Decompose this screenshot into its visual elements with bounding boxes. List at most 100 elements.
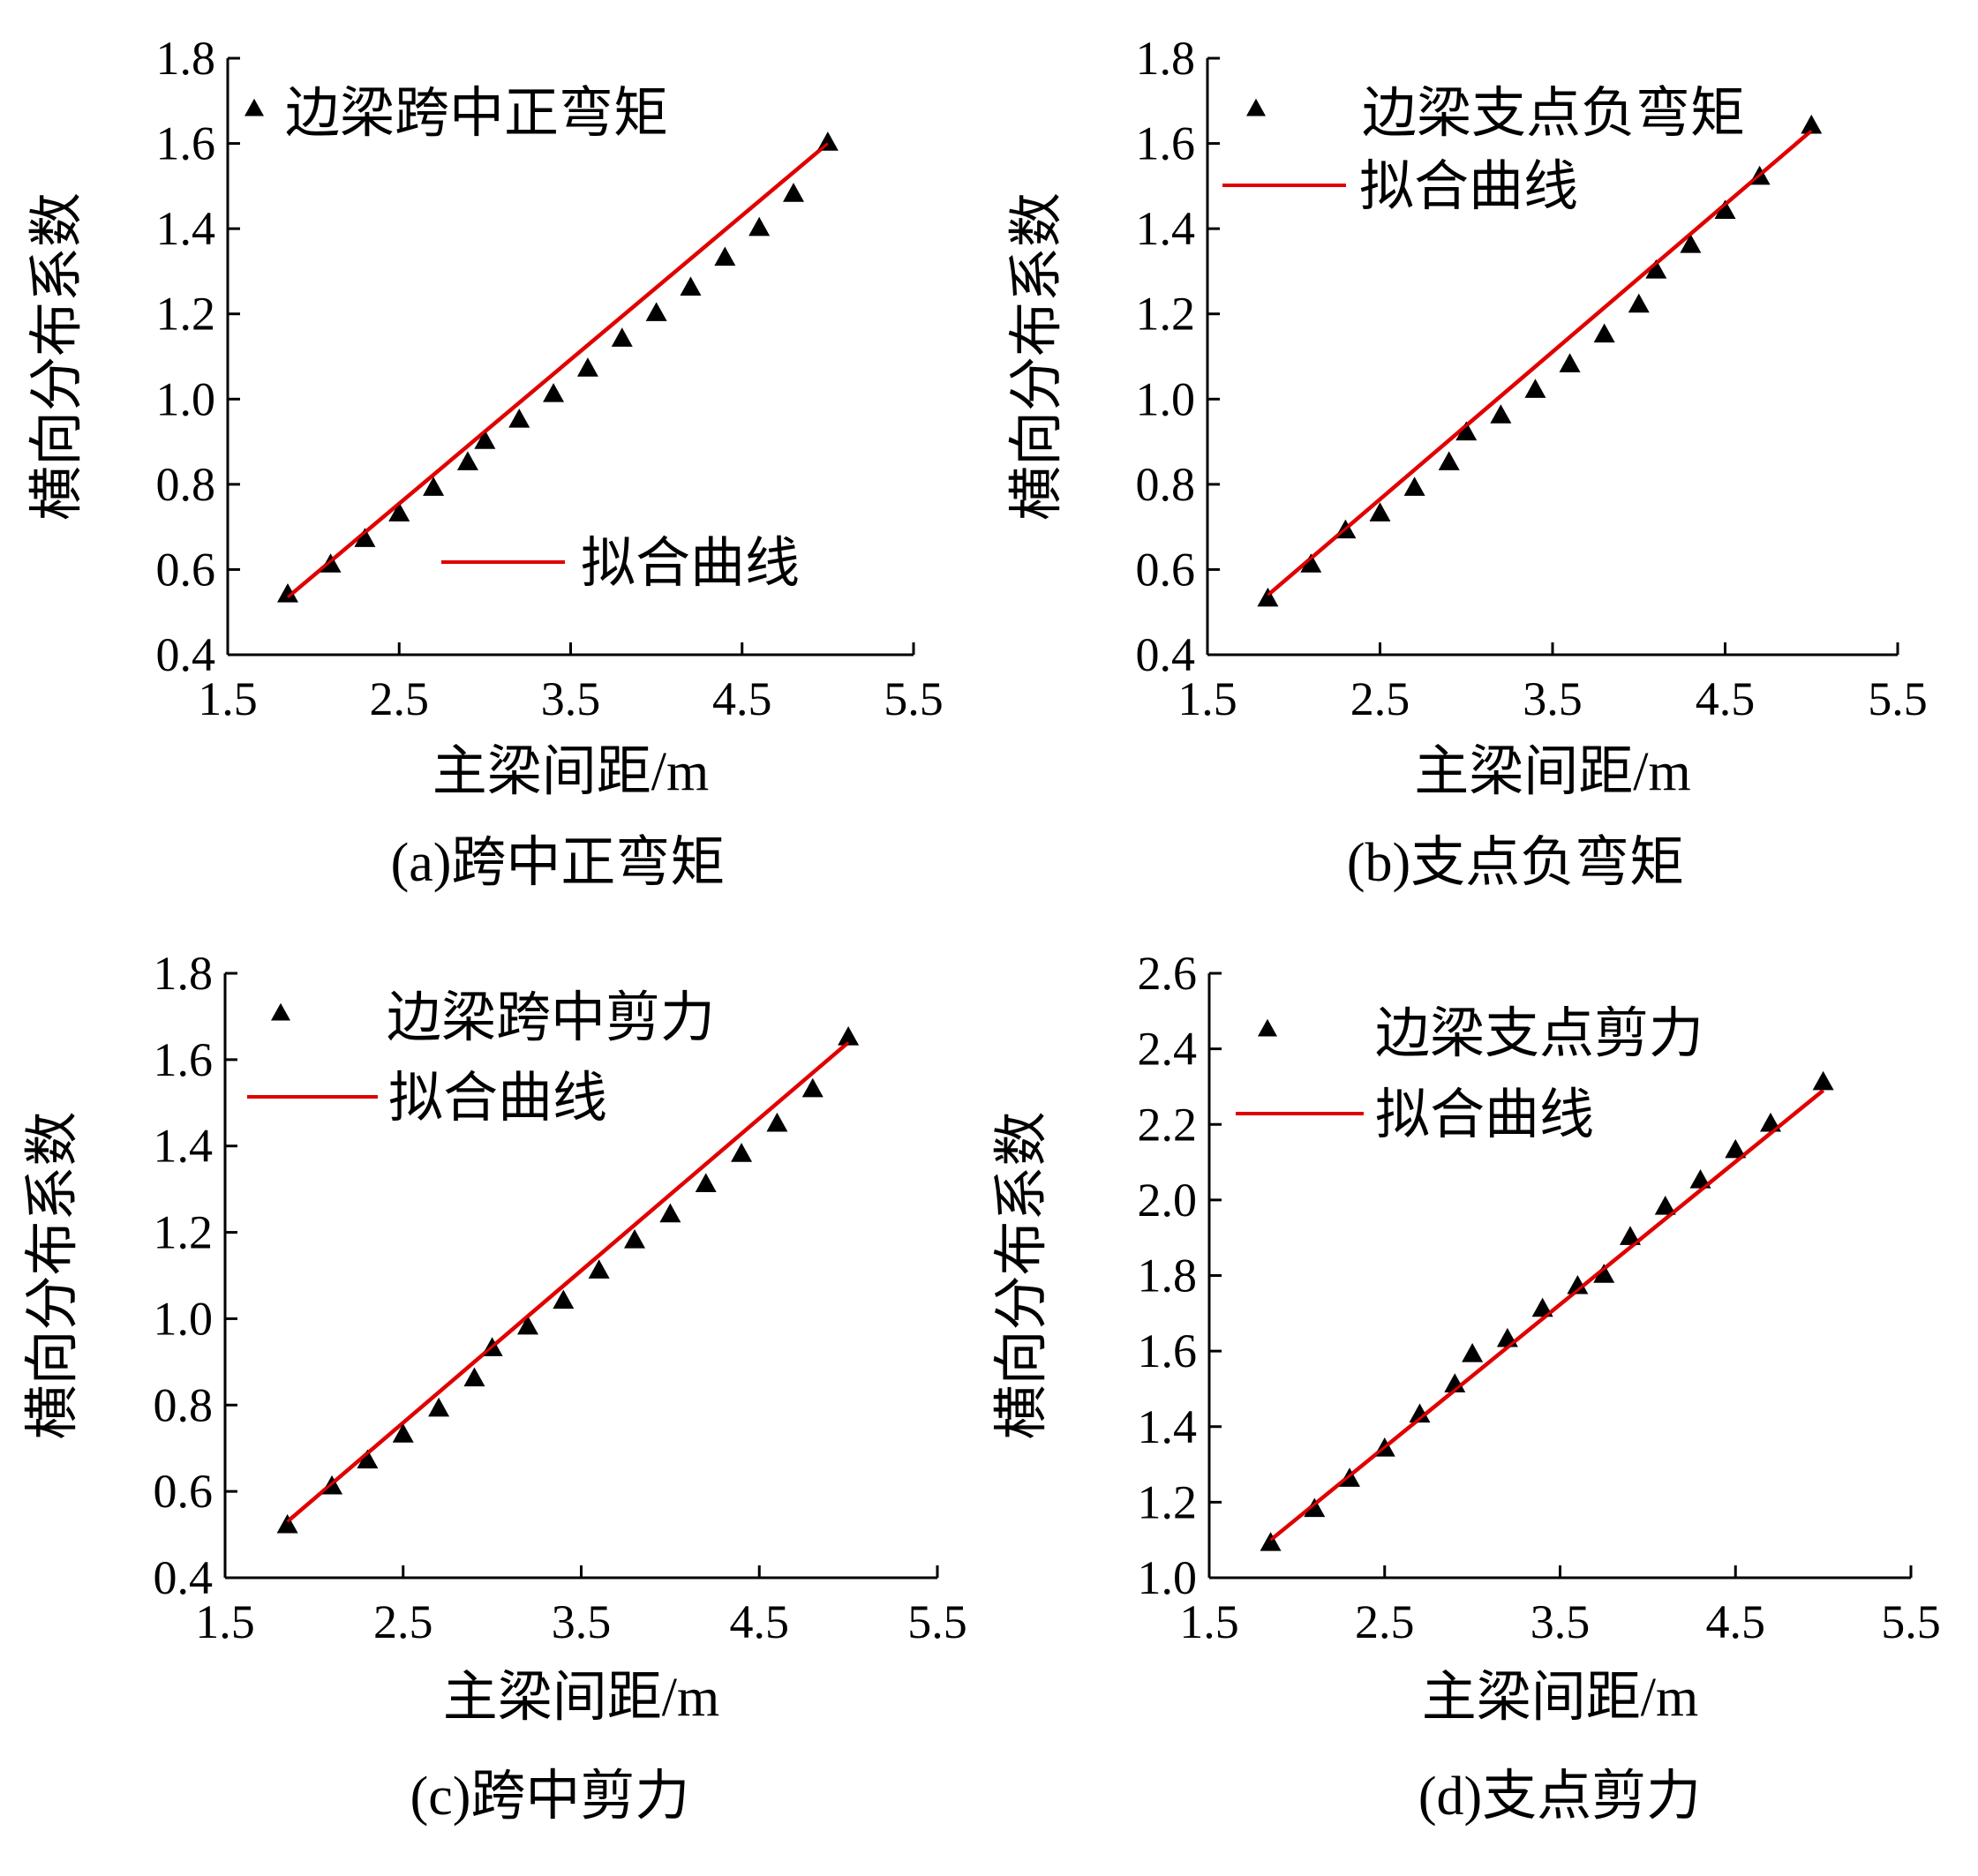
fit-line-overlay: [286, 1041, 850, 1523]
panel-caption: (a)跨中正弯矩: [391, 833, 726, 893]
y-tick-label: 1.8: [1136, 32, 1196, 85]
data-point: [1620, 1226, 1641, 1245]
y-tick-label: 0.8: [154, 1378, 214, 1431]
y-tick-label: 1.6: [1138, 1324, 1198, 1377]
chart-panel-4: 1.0 1.2 1.4 1.6 1.8 2.0 2.2 2.4 2.6 1.5 2.5 3.5 4.5 5…: [992, 947, 1941, 1827]
data-point: [748, 216, 771, 236]
data-point: [1760, 1112, 1781, 1132]
data-point: [659, 1203, 681, 1223]
panel-caption: (d)支点剪力: [1418, 1767, 1701, 1827]
y-tick-label: 1.0: [156, 372, 216, 425]
data-point: [1714, 199, 1736, 220]
panel-caption: (b)支点负弯矩: [1347, 833, 1684, 893]
y-tick-label: 1.4: [1136, 202, 1196, 255]
x-tick-label: 4.5: [730, 1595, 790, 1648]
data-point: [276, 583, 298, 603]
y-tick-label: 0.4: [154, 1551, 214, 1604]
data-point: [731, 1143, 753, 1162]
data-point: [508, 409, 530, 428]
x-tick-label: 5.5: [1881, 1595, 1941, 1648]
data-point: [1438, 451, 1460, 470]
x-tick-label: 3.5: [1523, 672, 1583, 725]
y-tick-label: 1.8: [154, 947, 214, 1000]
data-point: [357, 1449, 379, 1469]
x-tick-label: 1.5: [1179, 1595, 1239, 1648]
y-tick-label: 2.4: [1138, 1023, 1198, 1076]
data-point: [1593, 323, 1615, 343]
data-point: [783, 183, 805, 202]
x-tick-label: 1.5: [195, 1595, 255, 1648]
x-tick-label: 2.5: [1355, 1595, 1415, 1648]
data-point: [695, 1173, 717, 1192]
data-point: [1257, 587, 1279, 607]
y-tick-label: 2.0: [1138, 1174, 1198, 1227]
y-tick-label: 0.8: [1136, 458, 1196, 511]
x-tick-label: 5.5: [1868, 672, 1928, 725]
data-point: [354, 528, 376, 547]
y-tick-label: 1.8: [1138, 1249, 1198, 1302]
chart-panel-2: 0.4 0.6 0.8 1.0 1.2 1.4 1.6 1.8 1.5 2.5 3.5 4.5 5.5 主…: [1007, 32, 1928, 893]
data-point: [714, 246, 736, 266]
chart-panel-1: 0.4 0.6 0.8 1.0 1.2 1.4 1.6 1.8 1.5 2.5 3.5 4.5 5.5 主…: [27, 32, 944, 893]
legend-scatter-label: 边梁支点负弯矩: [1362, 84, 1745, 144]
fit-line-overlay: [1269, 1089, 1824, 1542]
data-point: [276, 1513, 298, 1534]
data-point: [456, 451, 478, 470]
y-tick-label: 0.6: [156, 543, 216, 596]
data-point: [543, 383, 565, 402]
data-point: [474, 430, 496, 449]
y-tick-label: 1.6: [1136, 117, 1196, 170]
data-point: [1455, 421, 1478, 441]
y-tick-label: 0.8: [156, 458, 216, 511]
y-tick-label: 1.4: [1138, 1400, 1198, 1453]
y-axis-label: 横向分布系数: [23, 1111, 83, 1439]
fit-line-overlay: [287, 142, 829, 598]
data-point: [1531, 1297, 1553, 1317]
data-point: [611, 327, 633, 347]
x-axis-label: 主梁间距/m: [1422, 1668, 1698, 1728]
chart-panel-3: 0.4 0.6 0.8 1.0 1.2 1.4 1.6 1.8 1.5 2.5 3.5 4.5 5.5 主…: [23, 947, 967, 1827]
legend-fit-label: 拟合曲线: [1375, 1085, 1594, 1145]
data-point: [1725, 1138, 1747, 1159]
data-point: [1496, 1327, 1518, 1347]
legend-scatter-label: 边梁跨中剪力: [387, 988, 715, 1048]
y-tick-label: 1.6: [154, 1033, 214, 1086]
data-point: [816, 131, 839, 151]
scatter-series: [276, 131, 839, 603]
data-point: [428, 1397, 450, 1417]
data-point: [1567, 1274, 1589, 1294]
data-point: [1369, 502, 1391, 522]
y-tick-label: 2.2: [1138, 1098, 1198, 1151]
y-tick-label: 0.6: [154, 1465, 214, 1518]
scatter-series: [276, 1026, 860, 1534]
x-axis-label: 主梁间距/m: [432, 742, 709, 802]
x-tick-label: 2.5: [370, 672, 430, 725]
legend-scatter-label: 边梁跨中正弯矩: [285, 84, 668, 144]
legend-scatter-label: 边梁支点剪力: [1375, 1004, 1703, 1064]
data-point: [1689, 1169, 1711, 1189]
data-point: [388, 502, 410, 522]
y-tick-label: 1.2: [1136, 288, 1196, 341]
data-point: [1628, 293, 1650, 313]
fit-line-overlay: [1267, 129, 1813, 597]
legend-scatter-marker: [1258, 1018, 1277, 1037]
y-tick-label: 1.2: [1138, 1475, 1198, 1528]
y-axis-label: 横向分布系数: [27, 192, 87, 521]
data-point: [1559, 353, 1581, 372]
y-axis-label: 横向分布系数: [1007, 192, 1067, 521]
y-tick-label: 0.6: [1136, 543, 1196, 596]
y-tick-label: 1.4: [154, 1120, 214, 1173]
data-point: [1300, 553, 1322, 573]
y-tick-label: 1.4: [156, 202, 216, 255]
y-tick-label: 1.2: [154, 1206, 214, 1259]
data-point: [1409, 1403, 1431, 1423]
x-axis-label: 主梁间距/m: [1414, 742, 1690, 802]
y-tick-label: 1.0: [154, 1292, 214, 1345]
data-point: [766, 1112, 788, 1132]
data-point: [1490, 404, 1512, 424]
data-point: [516, 1315, 538, 1335]
y-tick-label: 0.4: [156, 628, 216, 681]
